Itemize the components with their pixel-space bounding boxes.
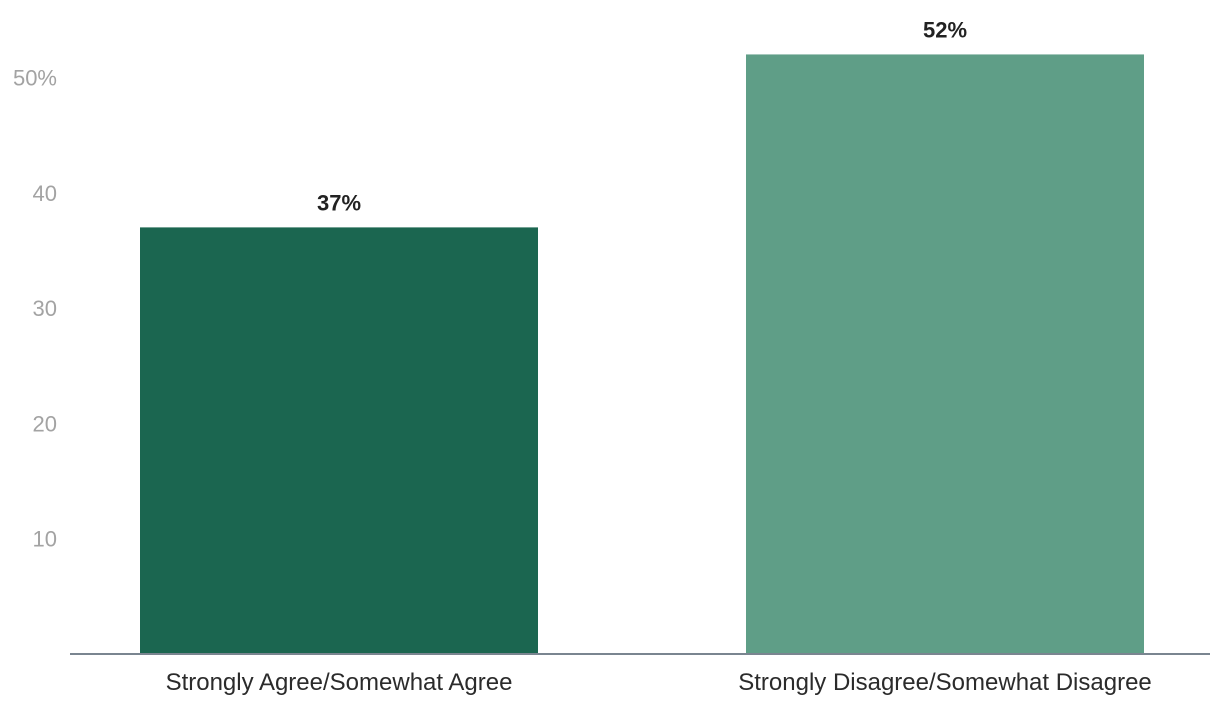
y-tick-label: 40 <box>33 181 57 206</box>
y-tick-label: 30 <box>33 296 57 321</box>
category-labels: Strongly Agree/Somewhat Agree Strongly Di… <box>166 669 1152 696</box>
bar <box>140 227 538 654</box>
bar <box>746 54 1144 654</box>
x-category-label: Strongly Agree/Somewhat Agree <box>166 669 513 696</box>
data-labels: 37% 52% <box>317 17 967 215</box>
y-tick-label: 10 <box>33 527 57 552</box>
y-tick-label: 50% <box>13 66 57 91</box>
bar-data-label: 37% <box>317 190 361 215</box>
bar-data-label: 52% <box>923 17 967 42</box>
y-axis-ticks: 10 20 30 40 50% <box>13 66 57 552</box>
x-category-label: Strongly Disagree/Somewhat Disagree <box>738 669 1152 696</box>
y-tick-label: 20 <box>33 411 57 436</box>
bars <box>140 54 1144 654</box>
